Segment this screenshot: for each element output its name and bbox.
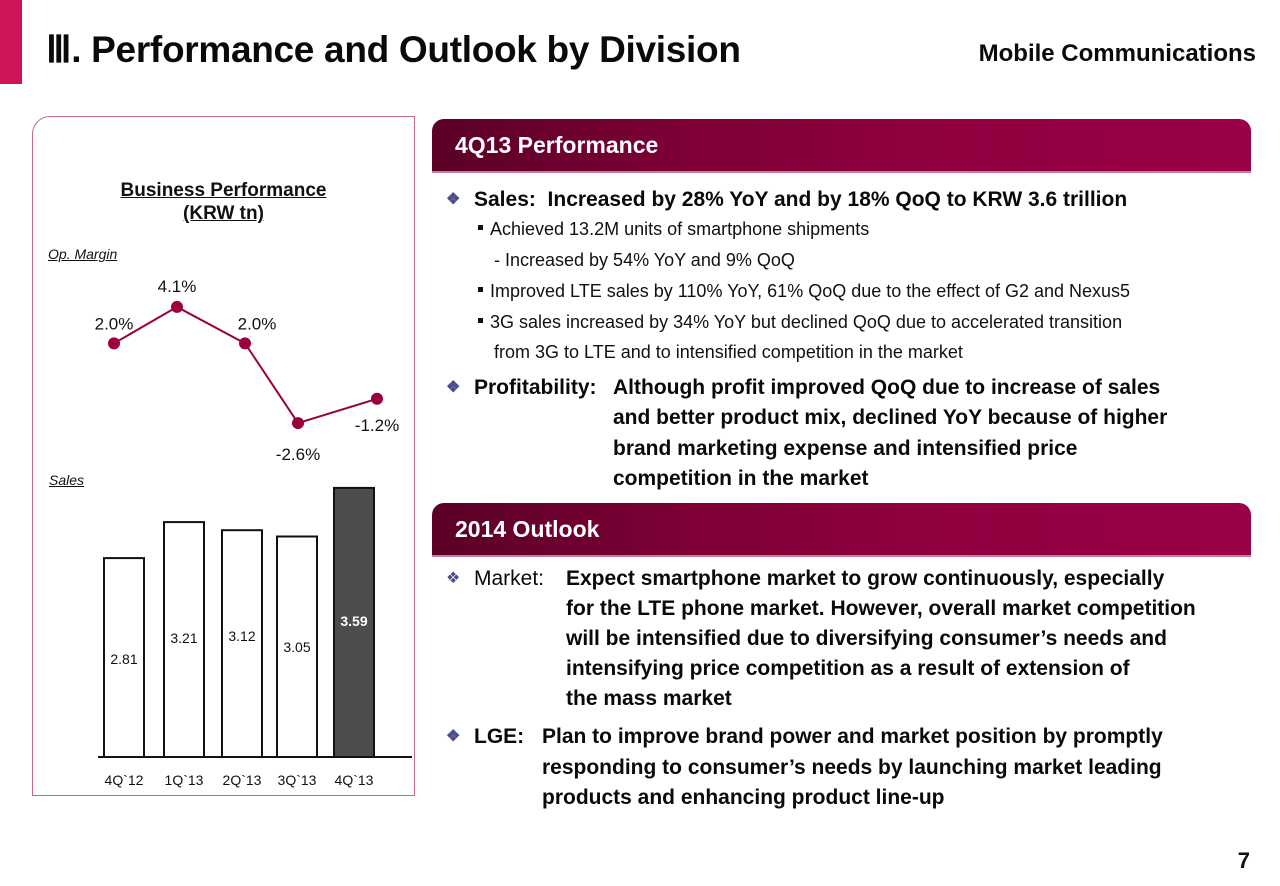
sales-point: Achieved 13.2M units of smartphone shipm… <box>478 214 869 244</box>
lge-bullet: ❖ LGE: <box>446 722 524 752</box>
lge-line: responding to consumer’s needs by launch… <box>542 756 1162 779</box>
chart-title-main: Business Performance <box>120 180 327 201</box>
profitability-line: Although profit improved QoQ due to incr… <box>613 376 1161 399</box>
section-header-performance: 4Q13 Performance <box>432 119 1251 173</box>
diamond-bullet-icon: ❖ <box>446 379 461 396</box>
page-number: 7 <box>1237 848 1250 873</box>
sales-caption: Sales <box>49 472 85 488</box>
chart-panel <box>32 116 415 796</box>
lge-line: Plan to improve brand power and market p… <box>542 725 1163 748</box>
page-title: Ⅲ. Performance and Outlook by Division <box>46 29 741 70</box>
chart-title: Business Performance (KRW tn) <box>32 179 415 225</box>
square-bullet-icon <box>478 287 483 292</box>
sales-bullet: ❖ Sales: Increased by 28% YoY and by 18% … <box>446 185 1127 215</box>
market-bullet: ❖ Market: <box>446 564 544 594</box>
sales-point-continuation: from 3G to LTE and to intensified compet… <box>494 342 963 362</box>
market-line: for the LTE phone market. However, overa… <box>566 597 1196 620</box>
lge-line: products and enhancing product line-up <box>542 786 945 809</box>
lge-label: LGE: <box>474 725 525 748</box>
chart-title-unit: (KRW tn) <box>183 203 264 224</box>
profitability-line: competition in the market <box>613 467 869 490</box>
profitability-line: brand marketing expense and intensified … <box>613 437 1078 460</box>
market-line: will be intensified due to diversifying … <box>566 627 1167 650</box>
section-title-outlook: 2014 Outlook <box>455 515 600 542</box>
op-margin-caption: Op. Margin <box>48 246 118 262</box>
sales-point: Improved LTE sales by 110% YoY, 61% QoQ … <box>478 276 1130 306</box>
division-name: Mobile Communications <box>978 40 1256 67</box>
accent-bar <box>0 0 22 84</box>
sales-subpoint: - Increased by 54% YoY and 9% QoQ <box>494 250 795 270</box>
square-bullet-icon <box>478 318 483 323</box>
diamond-bullet-icon: ❖ <box>446 728 461 745</box>
square-bullet-icon <box>478 225 483 230</box>
diamond-bullet-icon: ❖ <box>446 191 461 208</box>
sales-label: Sales: <box>474 188 536 211</box>
market-line: Expect smartphone market to grow continu… <box>566 567 1165 590</box>
market-line: intensifying price competition as a resu… <box>566 657 1130 680</box>
market-line: the mass market <box>566 687 732 710</box>
market-label: Market: <box>474 567 545 590</box>
profitability-line: and better product mix, declined YoY bec… <box>613 406 1168 429</box>
sales-point: 3G sales increased by 34% YoY but declin… <box>478 307 1122 337</box>
diamond-bullet-icon: ❖ <box>446 570 461 587</box>
sales-text: Increased by 28% YoY and by 18% QoQ to K… <box>547 188 1128 211</box>
section-header-outlook: 2014 Outlook <box>432 503 1251 557</box>
profitability-bullet: ❖ Profitability: <box>446 373 597 403</box>
profitability-label: Profitability: <box>474 376 597 399</box>
section-title-performance: 4Q13 Performance <box>455 131 659 158</box>
